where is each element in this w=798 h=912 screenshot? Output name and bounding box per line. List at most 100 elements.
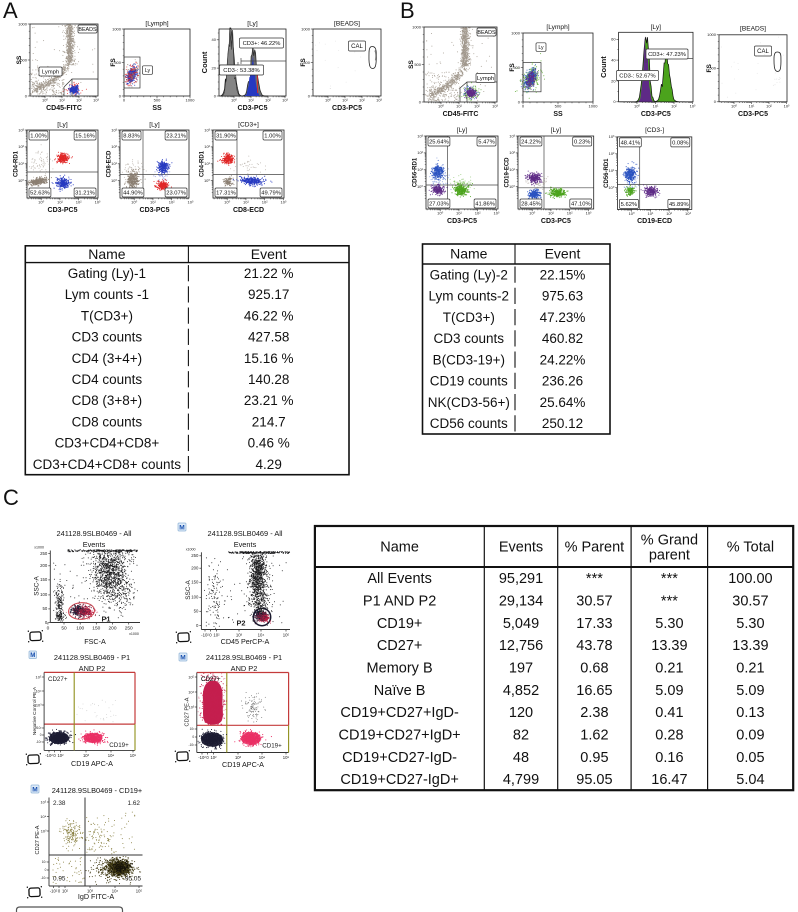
svg-text:10²: 10² (213, 633, 220, 638)
svg-text:13.39: 13.39 (732, 638, 768, 654)
svg-text:45.89%: 45.89% (669, 202, 689, 208)
svg-text:Events: Events (83, 540, 106, 549)
svg-text:10³: 10³ (204, 127, 210, 132)
svg-text:1.62: 1.62 (128, 800, 141, 807)
svg-text:150: 150 (40, 577, 48, 582)
svg-text:0: 0 (192, 735, 194, 739)
svg-text:CD4-RD1: CD4-RD1 (14, 150, 20, 177)
svg-text:47.23%: 47.23% (540, 310, 586, 325)
svg-text:10¹: 10¹ (18, 161, 24, 166)
svg-text:5.09: 5.09 (736, 683, 764, 699)
svg-text:[Ly]: [Ly] (651, 24, 662, 31)
svg-text:17.33: 17.33 (576, 616, 612, 632)
svg-text:1000: 1000 (186, 98, 196, 103)
svg-text:0: 0 (214, 93, 217, 98)
svg-text:Event: Event (545, 246, 581, 262)
svg-text:10⁰: 10⁰ (38, 200, 44, 205)
svg-text:Memory B: Memory B (367, 661, 433, 677)
svg-text:21.22 %: 21.22 % (244, 266, 294, 281)
svg-text:10¹: 10¹ (243, 200, 249, 205)
svg-text:2.38: 2.38 (53, 800, 66, 807)
svg-text:50: 50 (194, 609, 199, 614)
svg-text:P2: P2 (236, 619, 245, 628)
svg-text:200: 200 (40, 563, 48, 568)
svg-text:10²: 10² (609, 151, 615, 156)
svg-text:CD3+CD4+CD8+: CD3+CD4+CD8+ (55, 436, 160, 451)
svg-text:25.64%: 25.64% (540, 395, 586, 410)
svg-text:10²: 10² (190, 727, 195, 731)
svg-text:10²: 10² (76, 200, 82, 205)
svg-text:10⁵: 10⁵ (188, 674, 194, 679)
svg-text:10²: 10² (474, 104, 480, 109)
svg-text:parent: parent (649, 548, 690, 564)
svg-text:82: 82 (513, 728, 529, 744)
svg-text:10³: 10³ (586, 211, 592, 216)
svg-text:SS: SS (408, 60, 415, 69)
svg-text:40: 40 (611, 58, 616, 63)
svg-text:975.63: 975.63 (542, 289, 583, 304)
svg-text:10²: 10² (76, 98, 82, 103)
svg-text:CD19+: CD19+ (109, 742, 129, 749)
svg-text:CD3-PC5: CD3-PC5 (447, 218, 477, 225)
svg-text:-10²: -10² (36, 740, 42, 744)
svg-text:10²: 10² (204, 144, 210, 149)
svg-text:10⁵: 10⁵ (136, 889, 143, 894)
svg-text:C: C (3, 485, 19, 510)
svg-text:10⁰: 10⁰ (224, 200, 230, 205)
svg-text:120: 120 (509, 705, 533, 721)
svg-text:50: 50 (61, 626, 67, 632)
svg-text:FS: FS (509, 63, 516, 72)
svg-text:10⁰: 10⁰ (18, 178, 24, 183)
svg-text:10⁵: 10⁵ (283, 633, 290, 638)
svg-text:100: 100 (76, 626, 84, 632)
svg-text:CD45-FITC: CD45-FITC (443, 111, 479, 118)
svg-text:10¹: 10¹ (648, 211, 654, 216)
svg-text:1000: 1000 (18, 21, 28, 26)
svg-text:1000: 1000 (589, 104, 599, 109)
svg-text:10⁰: 10⁰ (111, 178, 117, 183)
svg-text:CD19 counts: CD19 counts (430, 374, 508, 389)
svg-text:10⁰: 10⁰ (231, 98, 237, 103)
svg-text:1000: 1000 (412, 24, 422, 29)
svg-text:500: 500 (20, 57, 27, 62)
svg-text:200: 200 (108, 626, 116, 632)
svg-text:Events: Events (499, 540, 543, 556)
svg-text:2.38: 2.38 (580, 705, 608, 721)
svg-text:P1 AND P2: P1 AND P2 (363, 594, 436, 610)
svg-text:-10²: -10² (198, 755, 206, 760)
svg-text:100: 100 (191, 595, 199, 600)
svg-text:10¹: 10¹ (548, 211, 554, 216)
svg-text:0: 0 (522, 104, 525, 109)
svg-text:10²: 10² (265, 98, 271, 103)
svg-text:30.57: 30.57 (576, 594, 612, 610)
svg-text:[CD3+]: [CD3+] (238, 122, 259, 129)
svg-text:CD3-PC5: CD3-PC5 (48, 207, 78, 214)
svg-text:48: 48 (513, 750, 529, 766)
svg-text:Lymph: Lymph (477, 76, 494, 82)
svg-text:0: 0 (45, 620, 48, 625)
svg-text:Lymph: Lymph (42, 70, 59, 76)
svg-text:1000: 1000 (112, 26, 122, 31)
svg-text:241128.9SLB0469 - All: 241128.9SLB0469 - All (56, 529, 131, 538)
svg-text:1000: 1000 (707, 32, 717, 37)
svg-text:8.83%: 8.83% (123, 134, 139, 140)
svg-text:[BEADS]: [BEADS] (334, 21, 360, 28)
svg-text:0.23%: 0.23% (574, 140, 590, 146)
svg-text:FS: FS (110, 58, 117, 67)
svg-text:10³: 10³ (376, 98, 382, 103)
svg-text:10⁰: 10⁰ (634, 103, 640, 108)
svg-text:10⁰: 10⁰ (438, 104, 444, 109)
svg-text:95.05: 95.05 (576, 772, 612, 788)
svg-text:CD27+: CD27+ (48, 676, 68, 683)
svg-text:-10²: -10² (45, 753, 53, 758)
svg-text:CD8 counts: CD8 counts (72, 414, 143, 429)
svg-text:10²: 10² (111, 144, 117, 149)
svg-text:95.05: 95.05 (125, 876, 141, 883)
svg-text:10²: 10² (475, 211, 481, 216)
svg-text:10¹: 10¹ (248, 98, 254, 103)
svg-text:5.62%: 5.62% (621, 202, 637, 208)
svg-text:0: 0 (206, 755, 209, 760)
svg-text:CD27+: CD27+ (201, 676, 221, 683)
svg-text:0: 0 (714, 99, 717, 104)
svg-text:CD19 APC-A: CD19 APC-A (71, 759, 113, 768)
